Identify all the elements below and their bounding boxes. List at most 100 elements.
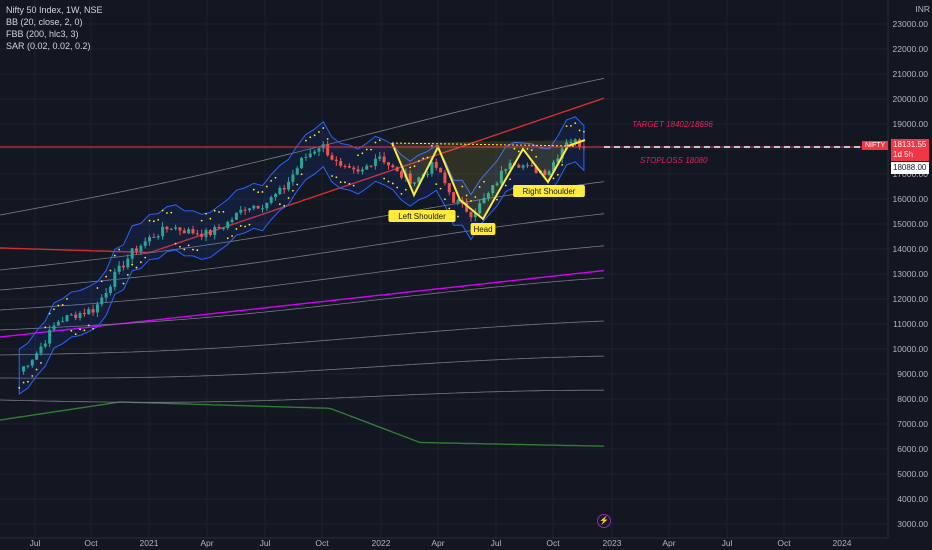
candle-body: [369, 165, 373, 167]
candle-body: [78, 313, 82, 318]
sar-dot: [209, 217, 212, 220]
lightning-icon[interactable]: ⚡: [597, 514, 611, 528]
sar-dot: [318, 131, 320, 133]
sar-dot: [18, 386, 21, 389]
candle-body: [343, 165, 347, 167]
sar-dot: [248, 223, 251, 226]
bollinger-band: [18, 116, 585, 396]
candle-body: [208, 230, 212, 235]
legend-title[interactable]: Nifty 50 Index, 1W, NSE: [6, 5, 103, 15]
candle-body: [221, 227, 225, 229]
sar-dot: [40, 361, 42, 364]
sar-dot: [166, 212, 168, 214]
sar-dot: [404, 188, 407, 191]
left-shoulder-label: Left Shoulder: [398, 212, 446, 221]
sar-dot: [517, 150, 520, 153]
sar-dot: [339, 181, 342, 184]
fbb-inner-band: [0, 277, 605, 331]
candle-body: [182, 230, 186, 234]
candle-body: [573, 139, 577, 143]
sar-dot: [478, 186, 481, 188]
sar-dot: [226, 237, 229, 240]
y-axis: 23000.00 22000.00 21000.00 20000.00 19000.00…: [887, 0, 929, 538]
sar-dot: [530, 149, 533, 151]
candle-body: [22, 366, 26, 372]
y-tick-label: 19000.00: [893, 119, 929, 129]
candle-body: [126, 258, 130, 268]
sar-dot: [387, 180, 390, 183]
stoploss-annotation: STOPLOSS 18080: [640, 156, 708, 165]
candle-body: [35, 353, 39, 360]
left-shoulder-label-bg: [388, 210, 456, 222]
sar-dot: [335, 176, 338, 179]
pattern-zigzag: [391, 139, 586, 221]
sar-dot: [235, 228, 238, 230]
candle-body: [434, 161, 438, 168]
sar-dot: [57, 304, 60, 307]
candle-body: [430, 161, 434, 174]
candle-body: [334, 159, 338, 162]
sar-dot: [322, 127, 325, 129]
sar-dot: [504, 184, 507, 187]
sar-dot: [61, 304, 64, 306]
sar-dot: [144, 256, 147, 259]
sar-dot: [535, 155, 538, 158]
sar-dots: [18, 122, 585, 389]
sar-dot: [383, 177, 386, 180]
sar-dot: [435, 183, 438, 186]
sar-dot: [261, 191, 264, 193]
candle-body: [473, 213, 477, 218]
legend-bb[interactable]: BB (20, close, 2, 0): [6, 17, 83, 27]
symbol-tag: NIFTY: [862, 141, 889, 150]
head-shoulders-pattern: Left Shoulder Head Right Shoulder TARGET 18…: [0, 120, 888, 235]
candle-body: [478, 203, 482, 214]
sar-dot: [470, 200, 472, 202]
candle-body: [317, 148, 321, 152]
target-annotation: TARGET 18402/18696: [632, 120, 713, 129]
last-price: 18131.55: [893, 140, 927, 149]
candle-body: [139, 245, 143, 252]
candle-body: [74, 314, 78, 318]
candle-body: [256, 205, 260, 209]
candle-body: [213, 226, 217, 235]
candle-body: [243, 209, 247, 211]
candle-body: [508, 163, 512, 170]
candle-body: [104, 292, 108, 298]
sar-dot: [265, 185, 268, 188]
candle-body: [495, 183, 499, 186]
sar-dot: [417, 160, 420, 163]
sar-dot: [296, 183, 299, 186]
candle-body: [530, 165, 534, 167]
y-tick-label: 5000.00: [897, 469, 928, 479]
sar-dot: [131, 263, 134, 266]
sar-dot: [231, 235, 233, 237]
candle-body: [91, 309, 95, 313]
sar-dot: [474, 196, 477, 198]
candle-body: [321, 144, 325, 149]
legend-sar[interactable]: SAR (0.02, 0.02, 0.2): [6, 41, 91, 51]
candle-body: [282, 187, 286, 190]
candle-body: [69, 314, 73, 316]
candle-body: [291, 174, 295, 182]
y-tick-label: 16000.00: [893, 194, 929, 204]
sar-dot: [287, 197, 290, 199]
legend-fbb[interactable]: FBB (200, hlc3, 3): [6, 29, 79, 39]
sar-dot: [309, 136, 312, 139]
candle-body: [117, 265, 121, 272]
candle-body: [382, 156, 386, 163]
sar-dot: [370, 148, 372, 151]
x-tick-label: 2024: [833, 538, 852, 548]
candle-body: [217, 226, 221, 229]
sar-dot: [396, 186, 399, 189]
y-tick-label: 15000.00: [893, 219, 929, 229]
candle-body: [556, 158, 560, 163]
candle-body: [61, 321, 65, 323]
candle-body: [252, 205, 256, 209]
lower-fbb-band: [0, 401, 605, 447]
candle-body: [260, 208, 264, 210]
sar-dot: [126, 274, 129, 276]
sar-dot: [183, 248, 186, 251]
candle-body: [521, 165, 525, 168]
y-tick-label: 22000.00: [893, 44, 929, 54]
